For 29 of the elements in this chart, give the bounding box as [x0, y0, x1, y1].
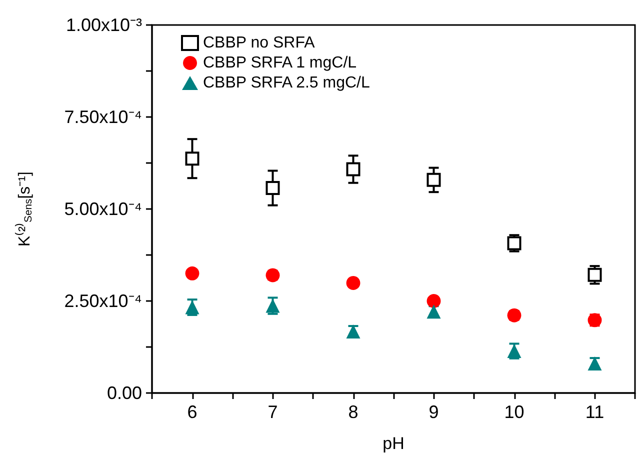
x-tick-label: 7	[268, 402, 278, 422]
point	[346, 324, 360, 339]
y-axis-title: K⁽²⁾Sens[s⁻¹]	[14, 172, 34, 246]
point	[588, 356, 602, 371]
x-tick-label: 8	[348, 402, 358, 422]
point	[346, 276, 360, 290]
y-tick-label: 1.00x10⁻³	[66, 15, 142, 35]
legend-label: CBBP no SRFA	[203, 34, 316, 52]
y-tick-label: 5.00x10⁻⁴	[64, 199, 142, 219]
point	[588, 268, 602, 282]
x-tick-label: 10	[504, 402, 524, 422]
x-axis-title: pH	[382, 434, 404, 453]
point	[266, 181, 280, 196]
point	[426, 294, 441, 308]
point	[426, 304, 441, 319]
x-tick-label: 6	[187, 402, 198, 422]
y-tick-label: 2.50x10⁻⁴	[64, 291, 142, 311]
legend-label: CBBP SRFA 2.5 mgC/L	[203, 74, 370, 92]
point	[426, 172, 441, 187]
point	[346, 162, 360, 176]
point	[185, 152, 200, 166]
x-tick-label: 9	[428, 402, 439, 422]
point	[507, 308, 522, 322]
x-tick-label: 11	[585, 402, 604, 422]
legend-label: CBBP SRFA 1 mgC/L	[203, 54, 357, 72]
y-tick-label: 0.00	[106, 383, 142, 403]
point	[266, 268, 280, 282]
y-tick-label: 7.50x10⁻⁴	[64, 107, 142, 127]
point	[185, 266, 200, 280]
